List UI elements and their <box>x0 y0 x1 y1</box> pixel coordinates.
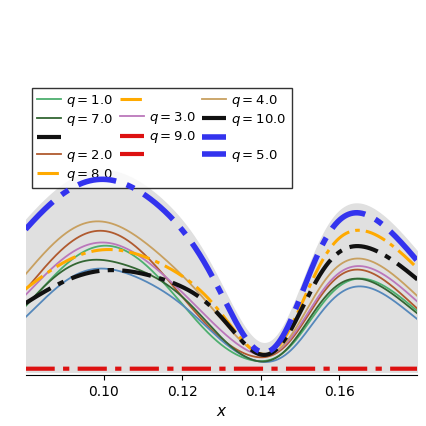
X-axis label: $x$: $x$ <box>216 404 227 419</box>
Legend: $q = 1.0$, $q = 7.0$, , $q = 2.0$, $q = 8.0$, , $q = 3.0$, $q = 9.0$, , $q = 4.0: $q = 1.0$, $q = 7.0$, , $q = 2.0$, $q = … <box>32 87 292 188</box>
